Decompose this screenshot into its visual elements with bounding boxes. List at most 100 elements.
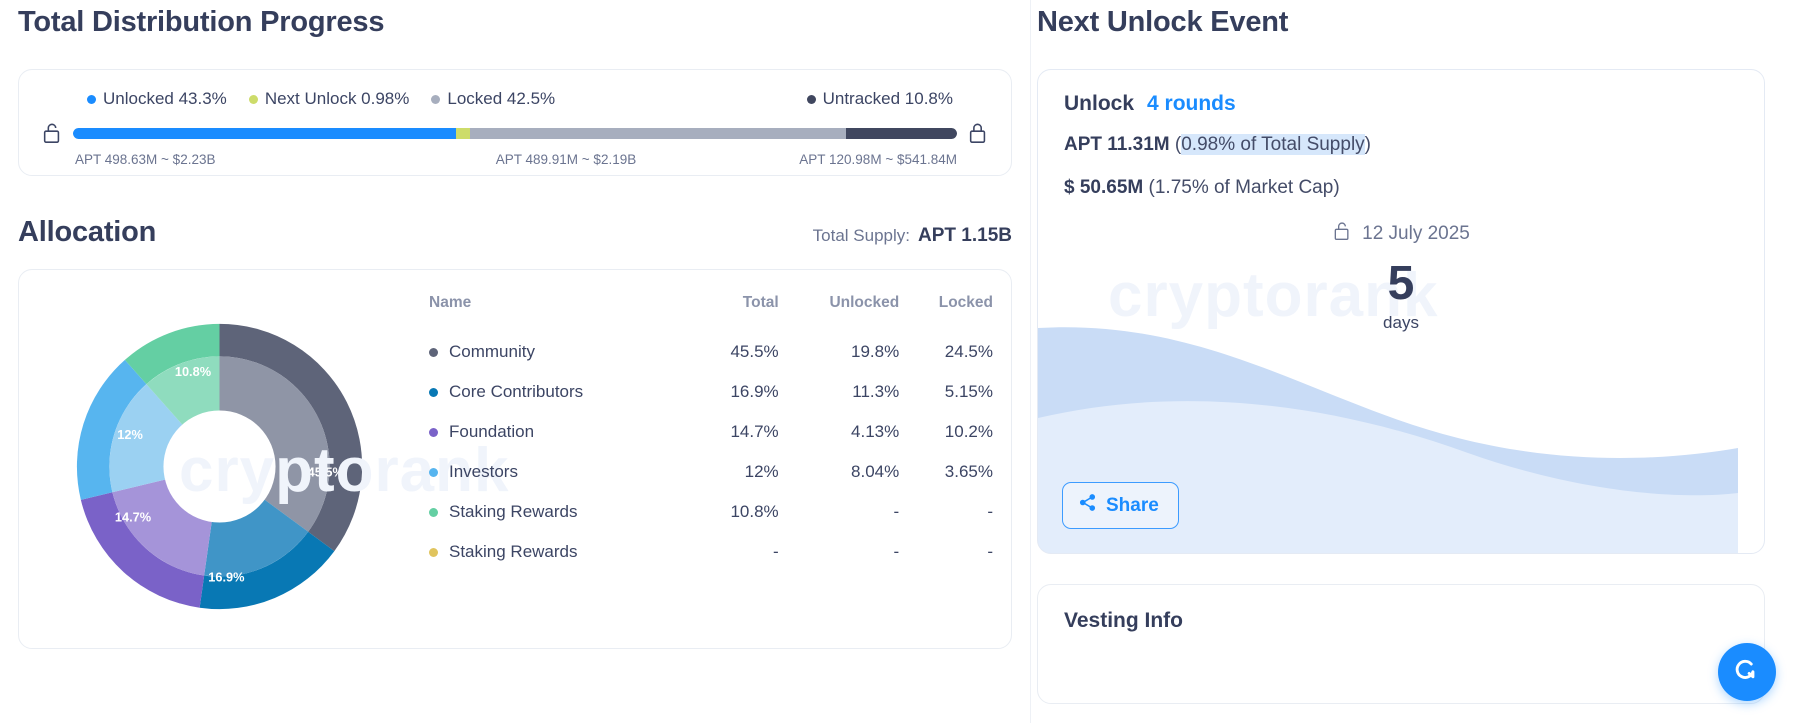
legend-item-untracked: Untracked 10.8% <box>806 89 953 109</box>
unlock-countdown: 12 July 2025 5 days <box>1038 220 1764 333</box>
donut-label-core-contributors: 16.9% <box>208 569 245 584</box>
column-header-name[interactable]: Name <box>429 294 472 311</box>
bar-label-unlocked: APT 498.63M ~ $2.23B <box>75 152 216 167</box>
allocation-table: Name Total Unlocked Locked Community <box>429 294 993 572</box>
left-column: Total Distribution Progress Unlocked 43.… <box>18 8 1012 649</box>
row-unlocked-community: 19.8% <box>851 342 900 361</box>
legend-item-locked: Locked 42.5% <box>431 89 555 109</box>
legend-item-unlocked: Unlocked 43.3% <box>87 89 227 109</box>
row-dot-investors <box>429 467 438 477</box>
countdown-value: 5 <box>1387 257 1415 310</box>
chat-widget-icon <box>1730 653 1764 692</box>
allocation-card: cryptorank <box>18 269 1012 649</box>
legend-label-untracked: Untracked 10.8% <box>822 89 953 108</box>
next-unlock-title: Next Unlock Event <box>1037 6 1289 38</box>
row-total-foundation: 14.7% <box>730 422 779 441</box>
row-total-investors: 12% <box>744 462 779 481</box>
row-name-community: Community <box>449 342 535 361</box>
bar-label-locked: APT 489.91M ~ $2.19B <box>495 152 637 167</box>
row-unlocked-foundation: 4.13% <box>851 422 900 441</box>
legend-label-next-unlock: Next Unlock 0.98% <box>264 89 410 108</box>
unlock-apt-share: 0.98% of Total Supply <box>1181 134 1365 155</box>
total-supply-label: Total Supply: <box>812 226 911 245</box>
donut-label-staking-rewards: 10.8% <box>174 364 211 379</box>
allocation-table-wrap: Name Total Unlocked Locked Community <box>419 270 1011 648</box>
table-row[interactable]: Foundation 14.7% 4.13% 10.2% <box>429 412 993 452</box>
bar-label-untracked: APT 120.98M ~ $541.84M <box>799 152 957 167</box>
table-row[interactable]: Staking Rewards 10.8% - - <box>429 492 993 532</box>
legend-dot-next-unlock <box>248 94 258 104</box>
row-dot-core-contributors <box>429 387 438 397</box>
unlock-icon <box>41 121 63 145</box>
distribution-progress-card: Unlocked 43.3% Next Unlock 0.98% Locked … <box>18 69 1012 176</box>
share-icon <box>1078 493 1097 518</box>
donut-label-foundation: 14.7% <box>114 509 151 524</box>
next-unlock-card: Unlock 4 rounds APT 11.31M (0.98% of Tot… <box>1037 69 1765 554</box>
row-unlocked-staking-rewards-yellow: - <box>893 542 900 561</box>
row-name-staking-rewards-green: Staking Rewards <box>449 502 578 521</box>
unlock-usd-row: $ 50.65M (1.75% of Market Cap) <box>1064 177 1738 199</box>
vesting-info-card[interactable]: Vesting Info <box>1037 584 1765 704</box>
table-header-row: Name Total Unlocked Locked <box>429 294 993 332</box>
table-row[interactable]: Core Contributors 16.9% 11.3% 5.15% <box>429 372 993 412</box>
share-button[interactable]: Share <box>1062 482 1179 529</box>
share-label: Share <box>1106 494 1159 516</box>
bar-segment-next-unlock <box>455 127 470 139</box>
next-unlock-body: Unlock 4 rounds APT 11.31M (0.98% of Tot… <box>1038 70 1764 199</box>
table-row[interactable]: Community 45.5% 19.8% 24.5% <box>429 332 993 372</box>
chat-widget-button[interactable] <box>1718 643 1776 701</box>
legend-dot-untracked <box>806 94 816 104</box>
column-header-locked[interactable]: Locked <box>938 294 993 311</box>
row-unlocked-core-contributors: 11.3% <box>852 382 900 401</box>
distribution-bar-labels: APT 498.63M ~ $2.23B APT 489.91M ~ $2.19… <box>41 152 989 167</box>
row-total-community: 45.5% <box>730 342 779 361</box>
legend-dot-locked <box>431 94 441 104</box>
unlock-date: 12 July 2025 <box>1362 223 1470 244</box>
unlock-apt-row: APT 11.31M (0.98% of Total Supply) <box>1064 134 1738 156</box>
row-dot-staking-rewards-yellow <box>429 547 438 557</box>
lock-icon <box>967 121 989 145</box>
allocation-title: Allocation <box>18 216 157 248</box>
unlock-apt-amount: APT 11.31M <box>1064 134 1170 155</box>
vesting-info-title: Vesting Info <box>1064 609 1184 632</box>
total-supply: Total Supply: APT 1.15B <box>813 225 1012 247</box>
table-row[interactable]: Staking Rewards - - - <box>429 532 993 572</box>
row-dot-staking-rewards-green <box>429 507 438 517</box>
legend-label-unlocked: Unlocked 43.3% <box>103 89 227 108</box>
row-locked-staking-rewards-green: - <box>987 502 993 521</box>
countdown-unit: days <box>1383 312 1419 332</box>
unlock-apt-paren-open: ( <box>1174 134 1182 155</box>
row-dot-community <box>429 347 438 357</box>
column-header-unlocked[interactable]: Unlocked <box>829 294 900 311</box>
unlock-icon <box>1332 220 1352 248</box>
column-header-total[interactable]: Total <box>742 294 779 311</box>
total-supply-value: APT 1.15B <box>918 225 1012 246</box>
unlock-usd-amount: $ 50.65M <box>1064 177 1144 198</box>
row-locked-staking-rewards-yellow: - <box>987 542 993 561</box>
distribution-legend: Unlocked 43.3% Next Unlock 0.98% Locked … <box>41 86 989 112</box>
distribution-bar-row <box>41 121 989 145</box>
unlock-rounds-row: Unlock 4 rounds <box>1064 92 1738 116</box>
unlock-rounds-link[interactable]: 4 rounds <box>1147 92 1236 115</box>
bar-segment-untracked <box>845 127 957 139</box>
row-dot-foundation <box>429 427 438 437</box>
unlock-apt-paren-close: ) <box>1364 134 1371 155</box>
row-unlocked-investors: 8.04% <box>851 462 900 481</box>
donut-label-investors: 12% <box>117 426 143 441</box>
row-name-staking-rewards-yellow: Staking Rewards <box>449 542 578 561</box>
unlock-label: Unlock <box>1064 92 1135 115</box>
row-locked-foundation: 10.2% <box>944 422 993 441</box>
row-total-staking-rewards-yellow: - <box>773 542 779 561</box>
donut-inner-community <box>219 355 330 532</box>
row-locked-core-contributors: 5.15% <box>944 382 993 401</box>
allocation-header: Allocation Total Supply: APT 1.15B <box>18 218 1012 247</box>
donut-hole <box>162 409 276 523</box>
distribution-bar[interactable] <box>73 127 957 139</box>
bar-segment-locked <box>469 127 846 139</box>
donut-label-community: 45.5% <box>307 464 344 479</box>
row-name-foundation: Foundation <box>449 422 535 441</box>
table-row[interactable]: Investors 12% 8.04% 3.65% <box>429 452 993 492</box>
legend-dot-unlocked <box>87 94 96 104</box>
allocation-donut-chart[interactable]: 45.5% 16.9% 14.7% 12% 10.8% <box>19 270 419 648</box>
